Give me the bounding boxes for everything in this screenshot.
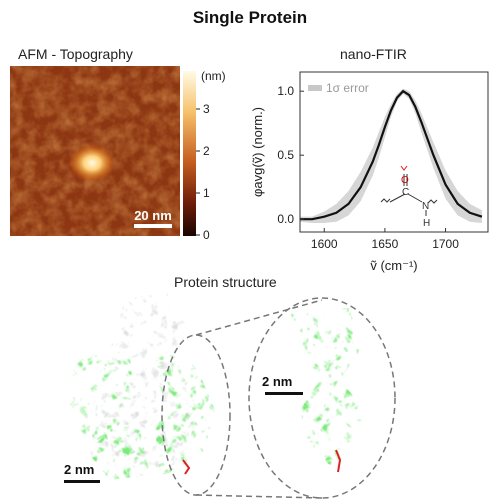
x-tick-label: 1600 — [311, 237, 338, 251]
x-axis-label: ṽ (cm⁻¹) — [370, 258, 417, 273]
afm-colorbar-tick: 3 — [203, 102, 210, 116]
amide-hydrogen: H — [423, 218, 430, 229]
plot-frame — [299, 71, 489, 233]
structure-scalebar-left-label: 2 nm — [64, 462, 94, 477]
zoom-outline — [248, 297, 396, 499]
structure-panel: 2 nm 2 nm — [64, 290, 396, 499]
afm-panel: 20 nm (nm) 3 2 1 0 — [10, 66, 226, 242]
amide-inset — [380, 165, 438, 216]
y-tick-label: 1.0 — [277, 84, 294, 98]
afm-colorbar-tick: 0 — [203, 228, 210, 242]
afm-title: AFM - Topography — [18, 46, 133, 62]
figure-title: Single Protein — [192, 8, 308, 27]
protein-complex — [70, 290, 215, 480]
afm-colorbar — [183, 71, 196, 236]
afm-colorbar-tick: 2 — [203, 144, 210, 158]
x-tick-label: 1700 — [432, 237, 459, 251]
legend-label: 1σ error — [326, 81, 369, 95]
amide-carbon: C — [402, 187, 409, 198]
zoom-connector — [195, 299, 323, 336]
amide-nitrogen: N — [422, 201, 429, 212]
afm-colorbar-tick: 1 — [203, 186, 210, 200]
zoom-connector — [195, 494, 323, 499]
chart-title: nano-FTIR — [340, 46, 407, 62]
afm-scalebar — [134, 224, 172, 228]
structure-title: Protein structure — [174, 274, 277, 290]
ftir-chart: 1600 1650 1700 0.0 0.5 1.0 1σ error ṽ (cm⁻¹) φav… — [250, 71, 489, 273]
amide-oxygen: O — [401, 175, 409, 186]
structure-scalebar-right-label: 2 nm — [262, 374, 292, 389]
afm-colorbar-unit: (nm) — [201, 69, 226, 83]
structure-scalebar-right — [265, 392, 303, 395]
structure-scalebar-left — [64, 480, 100, 483]
y-tick-label: 0.5 — [277, 148, 294, 162]
spectrum-line — [300, 89, 483, 221]
afm-protein-spot — [68, 143, 116, 183]
protein-subunit-zoom — [290, 308, 365, 473]
afm-scalebar-label: 20 nm — [134, 208, 172, 223]
x-tick-label: 1650 — [372, 237, 399, 251]
y-axis-label: φavg(ṽ) (norm.) — [250, 107, 265, 197]
y-tick-label: 0.0 — [277, 212, 294, 226]
